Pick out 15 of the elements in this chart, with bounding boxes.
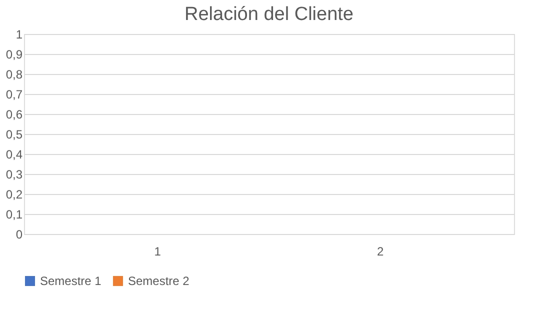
y-tick-label: 0,2 bbox=[6, 188, 23, 202]
y-tick-label: 0,5 bbox=[6, 128, 23, 142]
legend-label: Semestre 2 bbox=[128, 274, 190, 288]
x-tick-label: 2 bbox=[377, 244, 384, 258]
y-tick-label: 0,9 bbox=[6, 48, 23, 62]
y-tick-label: 0 bbox=[16, 228, 23, 242]
y-tick-label: 0,4 bbox=[6, 148, 23, 162]
y-tick-label: 0,3 bbox=[6, 168, 23, 182]
legend-label: Semestre 1 bbox=[40, 274, 102, 288]
chart-title: Relación del Cliente bbox=[184, 4, 354, 25]
y-tick-label: 0,6 bbox=[6, 108, 23, 122]
y-tick-label: 0,1 bbox=[6, 208, 23, 222]
y-tick-label: 0,8 bbox=[6, 68, 23, 82]
y-tick-label: 0,7 bbox=[6, 88, 23, 102]
y-tick-label: 1 bbox=[16, 28, 23, 42]
